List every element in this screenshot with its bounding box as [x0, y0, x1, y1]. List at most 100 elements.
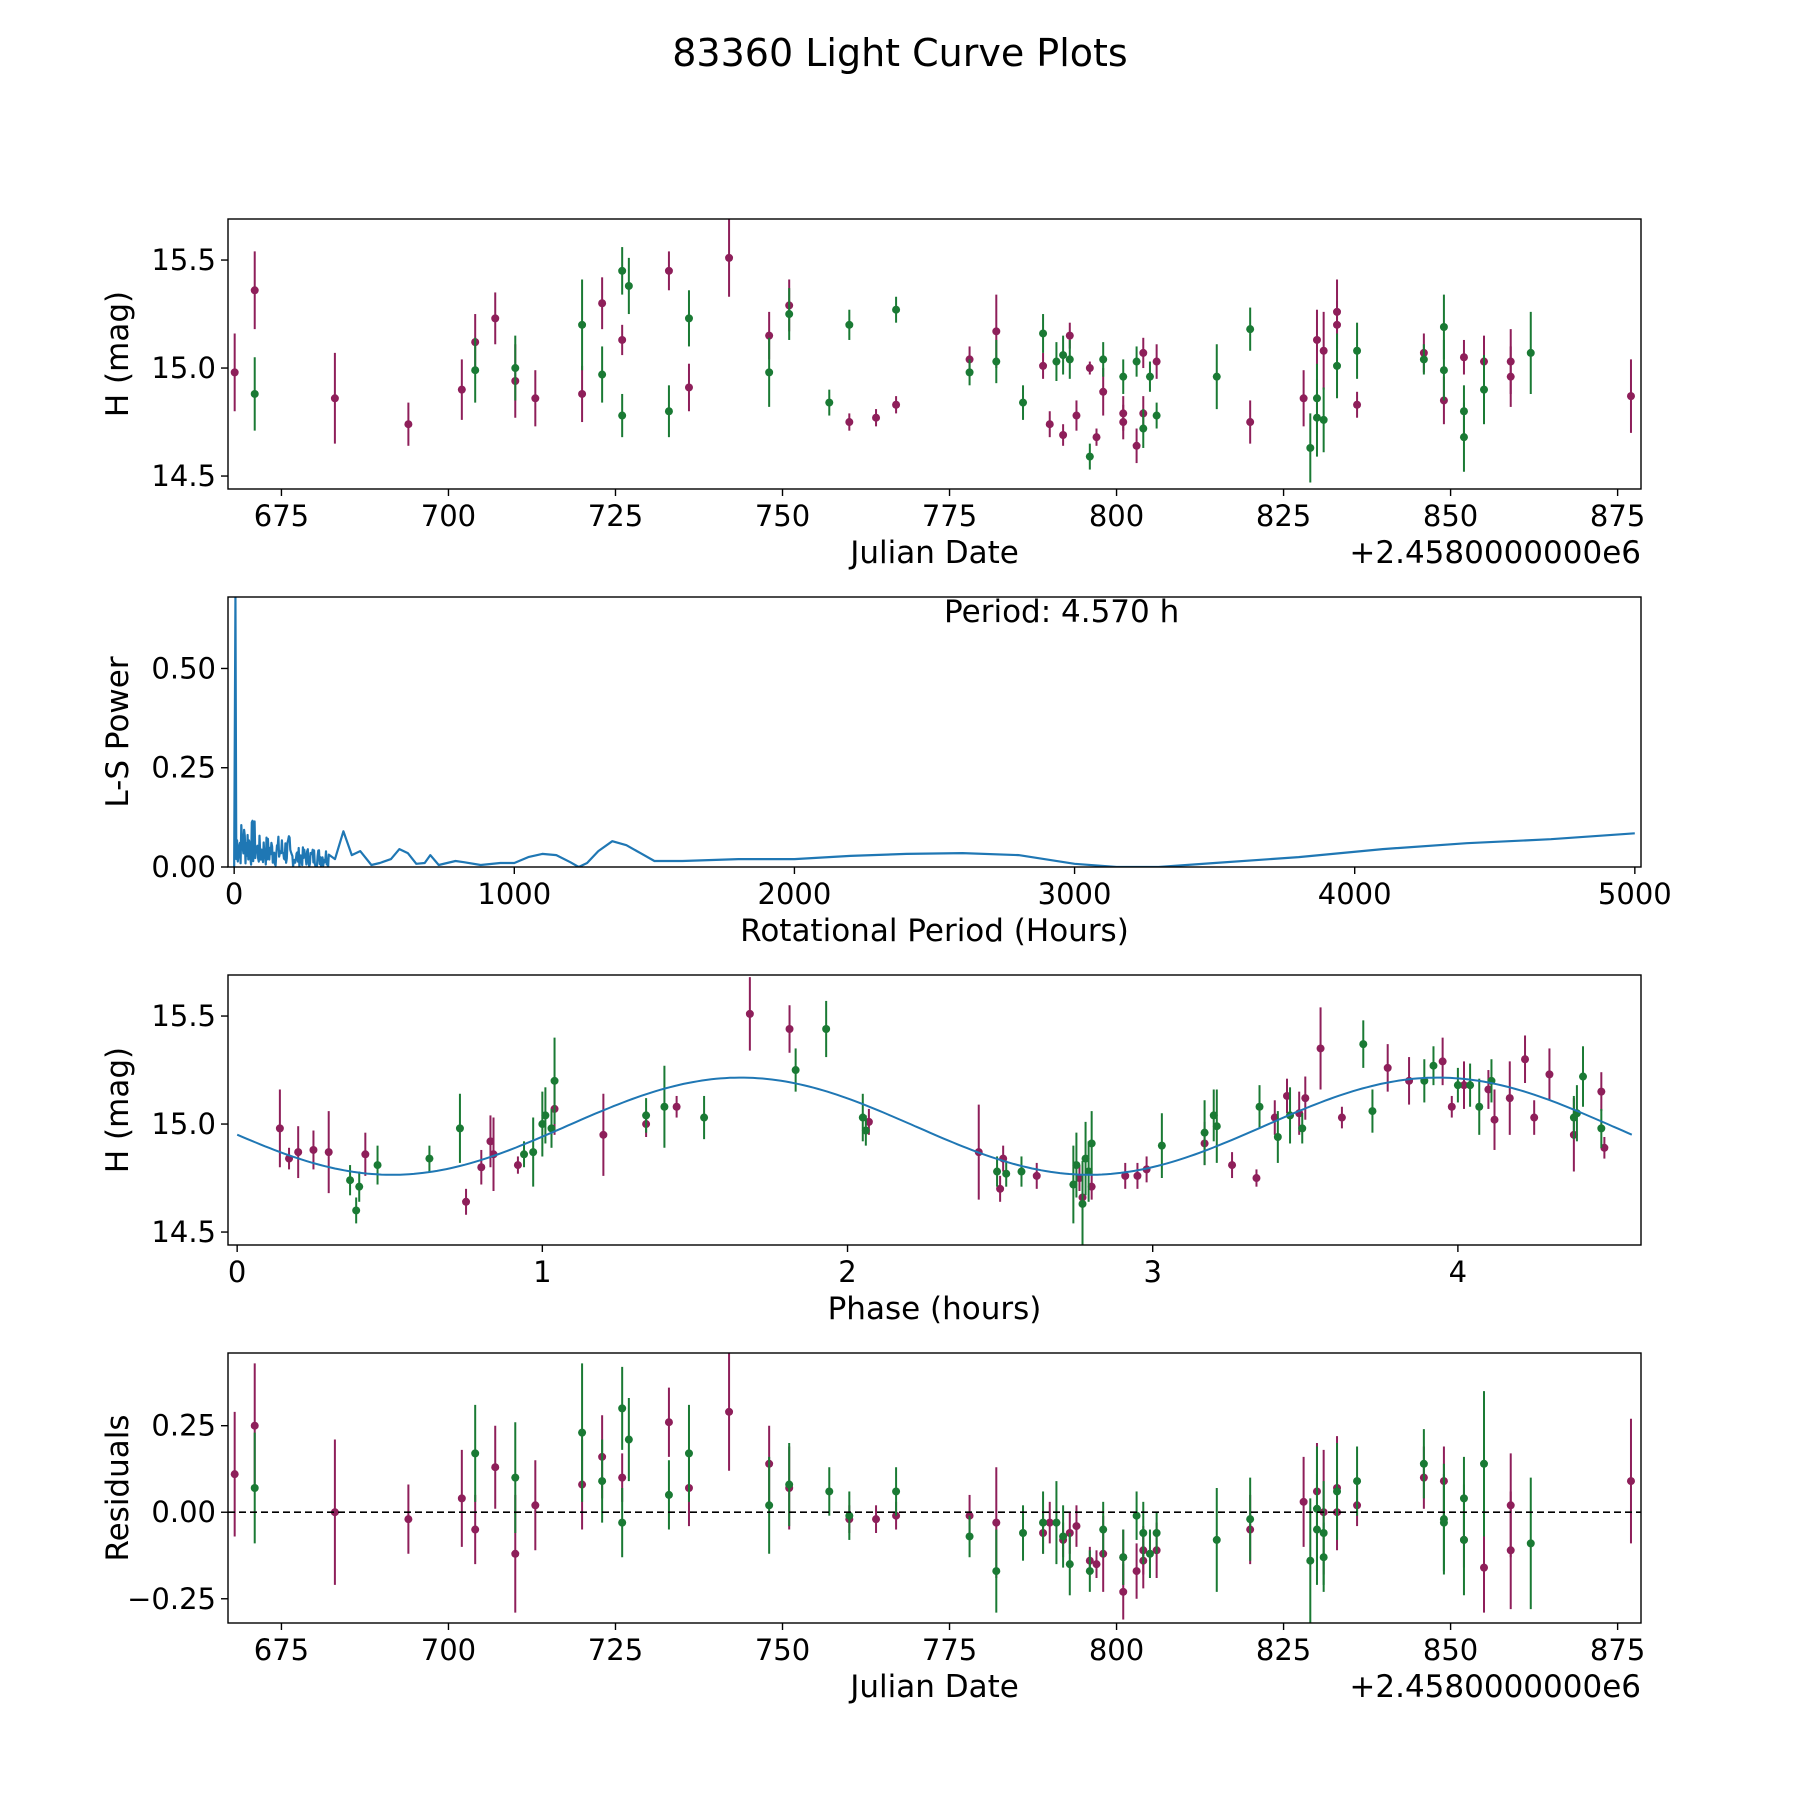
- data-point: [578, 320, 587, 329]
- data-point: [845, 1511, 854, 1520]
- data-point: [1319, 346, 1328, 355]
- x-axis-label: Rotational Period (Hours): [740, 913, 1129, 949]
- data-point: [1459, 1535, 1468, 1544]
- data-point: [1545, 1070, 1554, 1079]
- x-offset-label: +2.4580000000e6: [1349, 1669, 1641, 1705]
- x-tick-label: 850: [1423, 499, 1478, 533]
- data-point: [1484, 1085, 1493, 1094]
- data-point: [486, 1137, 495, 1146]
- data-point: [965, 1532, 974, 1541]
- x-tick-label: 725: [588, 499, 643, 533]
- data-point: [1298, 1124, 1307, 1133]
- data-point: [765, 331, 774, 340]
- data-point: [1119, 1553, 1128, 1562]
- data-point: [1139, 348, 1148, 357]
- data-point: [684, 1449, 693, 1458]
- axes-frame: [227, 596, 1642, 868]
- data-point: [1132, 441, 1141, 450]
- data-point: [825, 398, 834, 407]
- data-point: [1099, 1525, 1108, 1534]
- data-point: [993, 1167, 1002, 1176]
- data-point: [455, 1124, 464, 1133]
- data-point: [618, 266, 627, 275]
- data-point: [672, 1102, 681, 1111]
- data-point: [1480, 1459, 1488, 1468]
- x-tick-label: 825: [1256, 1633, 1311, 1667]
- data-point: [1200, 1128, 1209, 1137]
- data-point: [250, 286, 259, 295]
- data-point: [1252, 1174, 1261, 1183]
- data-point: [1084, 1167, 1093, 1176]
- data-point: [725, 1407, 734, 1416]
- x-tick-label: 3: [1143, 1255, 1161, 1289]
- data-point: [1085, 1567, 1094, 1576]
- x-tick-label: 700: [421, 1633, 476, 1667]
- data-point: [491, 314, 500, 323]
- y-tick-label: 0.50: [151, 651, 216, 685]
- x-tick-label: 750: [755, 1633, 810, 1667]
- y-tick-label: 15.0: [151, 1107, 216, 1141]
- data-point: [618, 1518, 627, 1527]
- x-tick-label: 675: [254, 1633, 309, 1667]
- data-point: [330, 394, 339, 403]
- data-point: [457, 385, 466, 394]
- data-point: [1019, 1529, 1028, 1537]
- y-axis-label: H (mag): [100, 1047, 136, 1173]
- data-point: [1521, 1055, 1530, 1064]
- data-point: [845, 320, 854, 329]
- data-point: [1368, 1107, 1377, 1116]
- period-annotation: Period: 4.570 h: [944, 594, 1179, 630]
- data-layer: [233, 597, 1635, 867]
- data-point: [1626, 392, 1635, 401]
- x-tick-label: 675: [254, 499, 309, 533]
- data-point: [992, 327, 1001, 336]
- data-point: [1306, 443, 1315, 452]
- data-point: [1132, 1567, 1141, 1576]
- panel-phased: 0 1 2 3 4 14.5 15.0 15.5 Phase (hours) H (mag): [100, 974, 1642, 1327]
- data-point: [531, 1501, 540, 1510]
- data-point: [1132, 1511, 1141, 1520]
- data-point: [1065, 331, 1074, 340]
- data-point: [1039, 329, 1048, 338]
- data-point: [1419, 1459, 1428, 1468]
- y-tick-label: 15.0: [151, 351, 216, 385]
- data-point: [1059, 431, 1068, 439]
- data-point: [684, 383, 693, 392]
- data-point: [861, 1126, 870, 1135]
- data-layer: [236, 977, 1633, 1245]
- data-point: [1133, 1171, 1142, 1180]
- data-point: [250, 1484, 259, 1492]
- data-point: [230, 1470, 239, 1479]
- fit-curve: [236, 1076, 1633, 1176]
- data-point: [1506, 372, 1515, 381]
- data-point: [471, 1449, 480, 1458]
- data-point: [1152, 411, 1161, 420]
- data-point: [1439, 323, 1448, 331]
- data-point: [765, 1501, 774, 1510]
- y-axis-label: Residuals: [100, 1414, 136, 1561]
- data-point: [822, 1025, 831, 1033]
- y-tick-label: 0.00: [151, 1495, 216, 1529]
- data-point: [700, 1113, 709, 1122]
- data-point: [513, 1161, 522, 1170]
- data-point: [1087, 1182, 1096, 1191]
- data-point: [1530, 1113, 1539, 1122]
- data-point: [992, 357, 1001, 366]
- data-point: [1039, 1518, 1048, 1527]
- data-point: [598, 299, 607, 308]
- y-tick-label: 0.00: [151, 850, 216, 884]
- data-point: [791, 1066, 800, 1075]
- data-point: [1353, 400, 1362, 409]
- data-point: [1282, 1091, 1291, 1100]
- data-point: [1597, 1124, 1606, 1133]
- y-tick-label: 14.5: [151, 459, 216, 493]
- data-point: [1121, 1171, 1130, 1180]
- data-point: [872, 1515, 881, 1524]
- y-axis-label: H (mag): [100, 291, 136, 417]
- x-axis-label: Phase (hours): [828, 1291, 1042, 1327]
- data-point: [230, 368, 239, 377]
- data-point: [785, 1480, 794, 1489]
- data-point: [1099, 387, 1108, 396]
- x-tick-label: 3000: [1038, 877, 1112, 911]
- data-layer: [228, 1353, 1641, 1623]
